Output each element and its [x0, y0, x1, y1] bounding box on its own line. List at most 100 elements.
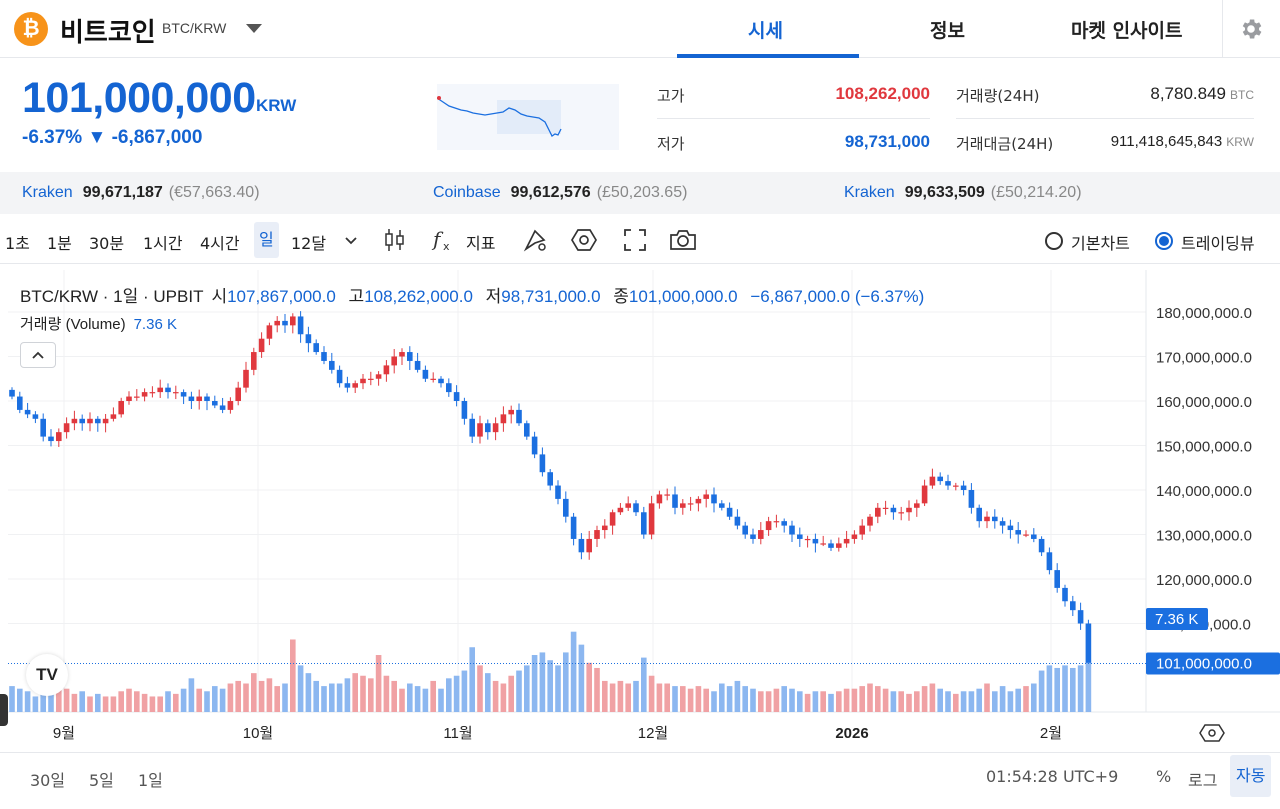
gear-icon[interactable] [1238, 16, 1264, 42]
volume-bar [539, 652, 546, 712]
tab-info[interactable]: 정보 [930, 20, 965, 42]
function-icon[interactable]: f x [430, 227, 456, 253]
interval-4h[interactable]: 4시간 [200, 234, 240, 253]
legend-high: 108,262,000.0 [364, 287, 473, 306]
indicator-button[interactable]: 지표 [466, 234, 496, 253]
candle-body [173, 392, 179, 394]
candle-body [1077, 610, 1084, 624]
chevron-down-icon[interactable] [246, 24, 262, 33]
price-chart[interactable]: 180,000,000.0 170,000,000.0 160,000,000.0 1… [8, 270, 1280, 809]
x-tick-label: 2026 [835, 725, 868, 742]
tab-price[interactable]: 시세 [748, 20, 783, 42]
collapse-legend-button[interactable] [20, 342, 56, 368]
y-tick-label: 160,000,000.0 [1156, 394, 1252, 411]
scale-settings-icon[interactable] [1199, 724, 1225, 742]
candle-body [48, 436, 54, 442]
drawing-tool-icon[interactable] [522, 227, 548, 253]
volume-bar [1070, 667, 1076, 712]
chart-legend: BTC/KRW · 1일 · UPBIT 시107,867,000.0 고108,… [20, 282, 924, 307]
last-price-badge [1146, 652, 1280, 675]
exchange-name: Kraken [844, 184, 895, 201]
radio-trading-view[interactable] [1155, 232, 1173, 250]
volume-bar [999, 686, 1006, 712]
candle-body [797, 534, 803, 539]
volume-bar [570, 631, 577, 712]
candle-body [368, 378, 374, 380]
candle-body [586, 538, 592, 553]
exchange-item[interactable]: Kraken 99,671,187 (€57,663.40) [22, 184, 260, 202]
trading-view-label[interactable]: 트레이딩뷰 [1181, 234, 1255, 253]
exchange-name: Kraken [22, 184, 73, 201]
volume-bar [648, 675, 655, 712]
candle-body [836, 543, 842, 548]
volume-bar [1077, 665, 1084, 712]
volume-bar [703, 688, 709, 712]
log-scale-button[interactable]: 로그 [1188, 771, 1218, 790]
volume-bar [383, 675, 390, 712]
exchange-item[interactable]: Kraken 99,633,509 (£50,214.20) [844, 184, 1082, 202]
interval-1m[interactable]: 1분 [47, 234, 72, 253]
volume-bar [984, 683, 990, 712]
candlestick-icon[interactable] [382, 227, 408, 253]
interval-1s[interactable]: 1초 [5, 234, 30, 253]
volume-bar [633, 680, 639, 712]
candle-body [196, 396, 202, 401]
interval-1h[interactable]: 1시간 [143, 234, 183, 253]
range-5d[interactable]: 5일 [89, 771, 114, 790]
volume-bar [742, 686, 748, 712]
interval-1d[interactable]: 일 [254, 222, 279, 258]
volume-bar [953, 693, 959, 712]
candle-body [492, 423, 499, 433]
candle-body [851, 534, 858, 539]
candle-body [430, 378, 436, 380]
interval-12mo[interactable]: 12달 [291, 234, 327, 253]
chart-clock[interactable]: 01:54:28 UTC+9 [986, 767, 1119, 786]
bitcoin-icon: ₿ [14, 12, 48, 46]
interval-30m[interactable]: 30분 [89, 234, 125, 253]
candlestick-chart[interactable]: 180,000,000.0 170,000,000.0 160,000,000.0 1… [8, 270, 1280, 752]
last-price-label: 101,000,000.0 [1156, 656, 1252, 673]
volume-bar [399, 688, 405, 712]
volume-bar [859, 686, 865, 712]
volume-bar [352, 673, 358, 712]
candle-body [1015, 530, 1021, 535]
camera-icon[interactable] [668, 227, 698, 253]
candle-body [461, 401, 468, 419]
tradingview-logo[interactable]: TV [26, 654, 68, 696]
range-30d[interactable]: 30일 [30, 771, 66, 790]
candle-body [204, 396, 210, 401]
stat-divider [657, 118, 930, 119]
settings-hexagon-icon[interactable] [570, 227, 598, 253]
volume-bar [414, 686, 421, 712]
turnover-24h-value: 911,418,645,843 [1110, 133, 1223, 150]
volume-bar [430, 680, 436, 712]
exchange-name: Coinbase [433, 184, 501, 201]
candle-body [664, 494, 670, 496]
volume-bar [407, 683, 413, 712]
exchange-item[interactable]: Coinbase 99,612,576 (£50,203.65) [433, 184, 687, 202]
y-tick-label: 170,000,000.0 [1156, 350, 1252, 367]
chevron-down-icon[interactable] [342, 227, 360, 253]
side-drawer-handle[interactable] [0, 694, 8, 726]
candle-body [165, 387, 171, 393]
candle-body [633, 503, 639, 513]
basic-chart-label[interactable]: 기본차트 [1071, 234, 1130, 253]
last-volume-badge [1146, 608, 1208, 631]
candle-body [219, 405, 226, 410]
tab-market-insight[interactable]: 마켓 인사이트 [1071, 20, 1183, 42]
candle-body [602, 525, 608, 531]
volume-bar [344, 678, 351, 712]
percent-scale-button[interactable]: % [1156, 767, 1172, 786]
range-1d[interactable]: 1일 [138, 771, 163, 790]
candle-body [563, 498, 569, 517]
volume-bar [508, 675, 514, 712]
volume-bar [976, 688, 982, 712]
candle-body [126, 396, 132, 401]
fullscreen-icon[interactable] [622, 227, 648, 253]
volume-bar [24, 691, 31, 712]
volume-bar [781, 686, 787, 712]
auto-scale-button[interactable]: 자동 [1230, 755, 1272, 797]
candle-body [680, 503, 686, 508]
candle-body [500, 414, 507, 424]
radio-basic-chart[interactable] [1045, 232, 1063, 250]
